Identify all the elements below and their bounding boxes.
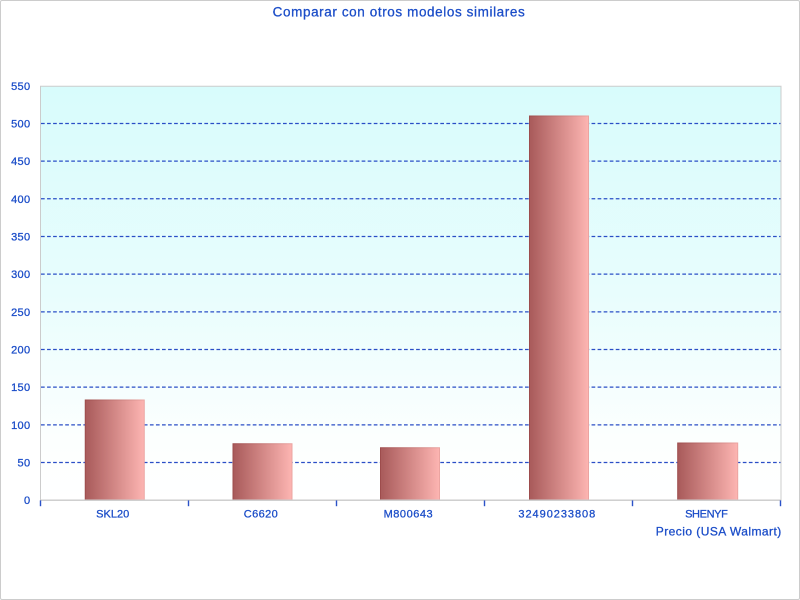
svg-text:550: 550 <box>11 81 30 93</box>
svg-text:SKL20: SKL20 <box>96 508 129 520</box>
svg-text:Comparar con otros modelos sim: Comparar con otros modelos similares <box>273 4 526 19</box>
svg-text:32490233808: 32490233808 <box>518 508 596 520</box>
svg-text:200: 200 <box>11 345 30 357</box>
svg-text:Precio (USA Walmart): Precio (USA Walmart) <box>656 525 782 539</box>
svg-text:150: 150 <box>11 382 30 394</box>
svg-text:C6620: C6620 <box>244 508 278 520</box>
svg-text:SHENYF: SHENYF <box>685 508 728 520</box>
svg-text:400: 400 <box>11 194 30 206</box>
svg-text:300: 300 <box>11 269 30 281</box>
svg-text:250: 250 <box>11 307 30 319</box>
svg-text:500: 500 <box>11 119 30 131</box>
svg-text:50: 50 <box>18 458 31 470</box>
svg-text:350: 350 <box>11 232 30 244</box>
svg-text:M800643: M800643 <box>384 508 434 520</box>
svg-text:450: 450 <box>11 156 30 168</box>
svg-text:0: 0 <box>24 495 30 507</box>
svg-text:100: 100 <box>11 420 30 432</box>
